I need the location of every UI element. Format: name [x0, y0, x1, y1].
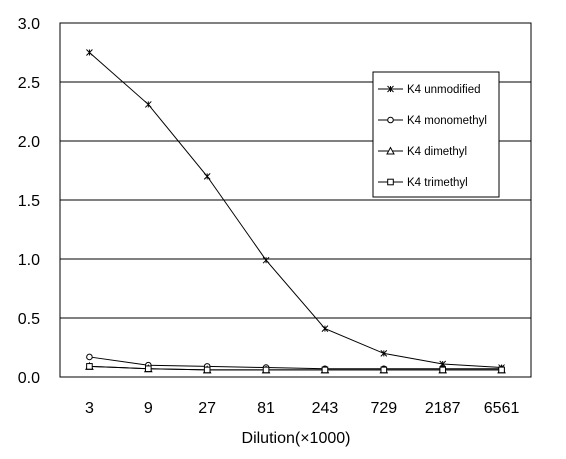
legend-item: K4 unmodified [378, 84, 481, 96]
data-point [86, 363, 93, 370]
x-tick-label: 243 [312, 400, 339, 417]
legend-item: K4 trimethyl [378, 177, 468, 189]
legend: K4 unmodified K4 monomethyl K4 dimethyl K4 … [372, 71, 500, 198]
data-point [321, 366, 329, 374]
series-line [89, 356, 502, 370]
data-point [380, 350, 388, 357]
data-point [380, 366, 388, 374]
legend-item: K4 dimethyl [378, 146, 467, 158]
y-axis-tick-labels: 0.0 0.5 1.0 1.5 2.0 2.5 3.0 [18, 16, 40, 387]
x-tick-label: 81 [257, 400, 275, 417]
legend-box [372, 71, 500, 198]
legend-label: K4 trimethyl [407, 177, 468, 189]
data-point [203, 366, 211, 374]
legend-marker [387, 178, 394, 186]
x-tick-label: 6561 [484, 400, 520, 417]
y-tick-label: 1.5 [18, 193, 40, 210]
data-point [86, 49, 93, 56]
y-tick-label: 2.5 [18, 75, 40, 92]
x-tick-label: 9 [144, 400, 153, 417]
legend-item: K4 monomethyl [378, 115, 487, 127]
x-axis-title: Dilution(×1000) [242, 430, 351, 447]
data-point [203, 173, 211, 180]
y-tick-label: 0.0 [18, 370, 40, 387]
data-point [86, 353, 93, 361]
data-point [321, 325, 329, 332]
data-point [145, 365, 152, 373]
y-tick-label: 2.0 [18, 134, 40, 151]
series-k4-unmodified [86, 49, 505, 371]
y-tick-label: 1.0 [18, 252, 40, 269]
data-point [439, 366, 446, 374]
data-point [262, 366, 270, 374]
series-lines [85, 49, 506, 374]
x-tick-label: 3 [85, 400, 94, 417]
legend-label: K4 monomethyl [407, 115, 487, 127]
y-tick-label: 0.5 [18, 311, 40, 328]
x-tick-label: 2187 [425, 400, 461, 417]
x-tick-label: 729 [370, 400, 397, 417]
series-line [89, 365, 502, 371]
y-tick-label: 3.0 [18, 16, 40, 33]
data-point [498, 366, 505, 374]
x-tick-label: 27 [198, 400, 216, 417]
series-k4-trimethyl [86, 363, 505, 374]
legend-marker [387, 116, 394, 124]
legend-marker [386, 146, 395, 155]
plot-area-frame [59, 22, 532, 378]
data-point [144, 101, 152, 108]
legend-label: K4 unmodified [407, 84, 481, 96]
x-axis-tick-labels: 3 9 27 81 243 729 2187 6561 [85, 400, 519, 417]
series-line [89, 52, 502, 369]
legend-items: K4 unmodified K4 monomethyl K4 dimethyl K4 … [378, 84, 487, 189]
legend-marker [387, 85, 394, 93]
data-point [262, 256, 270, 264]
legend-label: K4 dimethyl [407, 146, 467, 158]
